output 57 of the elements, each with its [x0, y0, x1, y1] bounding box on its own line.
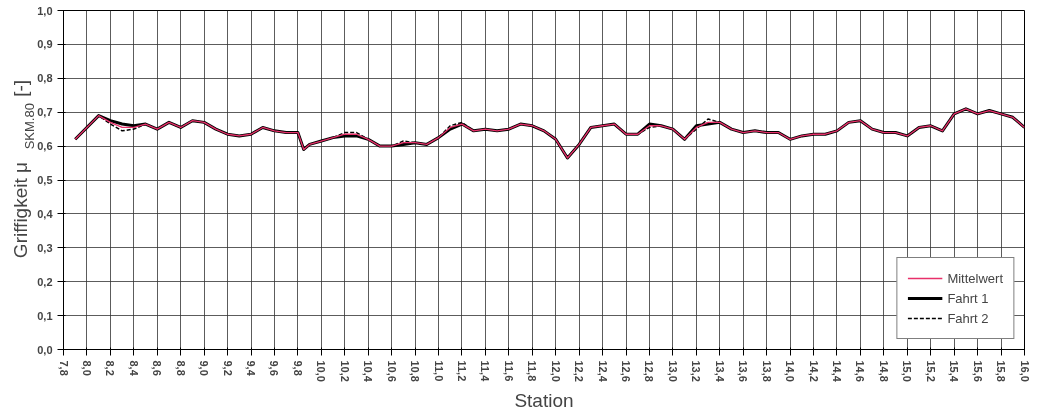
- x-tick-label: 15,2: [924, 360, 937, 382]
- x-tick-label: 11,8: [526, 360, 539, 382]
- x-tick-label: 14,6: [854, 360, 867, 382]
- y-tick-label: 0,7: [37, 106, 53, 119]
- y-tick-label: 0,2: [37, 275, 53, 288]
- x-tick-label: 13,6: [737, 360, 750, 382]
- x-tick-label: 12,0: [549, 360, 562, 382]
- x-tick-label: 8,4: [127, 360, 140, 377]
- y-tick-label: 1,0: [37, 4, 53, 17]
- x-tick-label: 13,8: [760, 360, 773, 382]
- y-tick-label: 0,1: [37, 309, 53, 322]
- y-tick-label: 0,4: [37, 207, 54, 220]
- x-tick-label: 9,6: [268, 360, 281, 376]
- x-tick-label: 15,6: [971, 360, 984, 382]
- x-tick-label: 11,6: [502, 360, 515, 382]
- x-tick-label: 10,6: [385, 360, 398, 382]
- x-tick-label: 8,0: [80, 360, 93, 376]
- x-tick-label: 12,8: [643, 360, 656, 382]
- x-tick-label: 14,8: [877, 360, 890, 382]
- x-tick-label: 10,2: [338, 360, 351, 382]
- x-tick-label: 12,4: [596, 360, 609, 383]
- y-tick-label: 0,0: [37, 343, 53, 356]
- x-tick-label: 14,2: [807, 360, 820, 382]
- x-tick-label: 16,0: [1018, 360, 1031, 382]
- legend-label: Fahrt 1: [947, 290, 989, 306]
- x-tick-label: 11,0: [432, 360, 445, 382]
- x-tick-label: 15,8: [995, 360, 1008, 382]
- legend-label: Fahrt 2: [947, 310, 989, 326]
- x-tick-label: 14,0: [784, 360, 797, 382]
- y-tick-label: 0,3: [37, 241, 53, 254]
- x-tick-label: 15,4: [948, 360, 961, 383]
- y-tick-label: 0,8: [37, 72, 53, 85]
- x-tick-label: 8,6: [151, 360, 164, 376]
- x-tick-label: 12,2: [573, 360, 586, 382]
- x-tick-label: 10,4: [362, 360, 375, 383]
- x-tick-label: 14,4: [830, 360, 843, 383]
- x-tick-label: 13,4: [713, 360, 726, 383]
- x-tick-label: 7,8: [57, 360, 70, 376]
- x-tick-label: 13,2: [690, 360, 703, 382]
- x-tick-label: 9,4: [245, 360, 258, 377]
- x-tick-label: 13,0: [666, 360, 679, 382]
- x-tick-label: 11,4: [479, 360, 492, 383]
- x-tick-label: 9,2: [221, 360, 234, 376]
- y-tick-label: 0,5: [37, 174, 53, 186]
- x-tick-label: 8,8: [174, 360, 187, 376]
- x-tick-label: 12,6: [620, 360, 633, 382]
- y-tick-label: 0,6: [37, 140, 53, 153]
- x-tick-label: 9,0: [198, 360, 211, 376]
- x-axis-title: Station: [514, 389, 574, 411]
- x-tick-label: 11,2: [455, 360, 468, 382]
- x-tick-label: 10,8: [409, 360, 422, 382]
- x-tick-label: 15,0: [901, 360, 914, 382]
- x-tick-label: 10,0: [315, 360, 328, 382]
- x-tick-label: 9,8: [291, 360, 304, 376]
- legend-label: Mittelwert: [947, 270, 1003, 286]
- x-tick-label: 8,2: [104, 360, 117, 376]
- y-tick-label: 0,9: [37, 38, 53, 51]
